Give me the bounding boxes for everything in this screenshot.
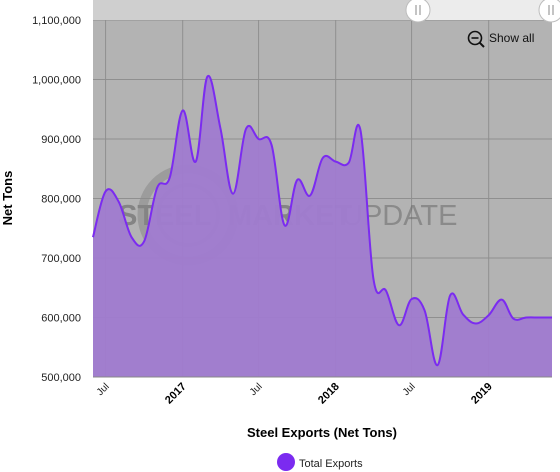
data-point[interactable] [218,126,222,130]
data-point[interactable] [130,235,134,239]
zoom-out-icon-handle [479,42,485,48]
data-point[interactable] [104,189,108,193]
y-tick-label: 500,000 [41,372,81,384]
data-point[interactable] [423,308,427,312]
data-point[interactable] [397,323,401,327]
data-point[interactable] [168,176,172,180]
data-point[interactable] [384,289,388,293]
data-point[interactable] [448,293,452,297]
y-tick-label: 600,000 [41,313,81,325]
show-all-button[interactable]: Show all [467,30,535,48]
data-point[interactable] [474,321,478,325]
y-tick-label: 1,000,000 [32,75,81,87]
y-tick-label: 900,000 [41,134,81,146]
x-tick-label: 2018 [316,381,342,407]
x-tick-label: 2019 [469,381,495,407]
data-point[interactable] [231,192,235,196]
x-tick-label: Jul [248,381,265,398]
data-point[interactable] [550,316,554,320]
data-point[interactable] [334,160,338,164]
x-tick-label: Jul [401,381,418,398]
data-point[interactable] [117,199,121,203]
legend[interactable]: Total Exports [277,453,363,471]
data-point[interactable] [244,127,248,131]
data-point[interactable] [308,194,312,198]
data-point[interactable] [205,75,209,79]
series-line-total-exports [92,75,552,367]
data-point[interactable] [91,235,95,239]
y-tick-label: 700,000 [41,253,81,265]
data-point[interactable] [257,137,261,141]
x-tick-label: 2017 [163,381,189,407]
data-point[interactable] [283,223,287,227]
navigator-handle-right[interactable] [538,0,560,23]
series-area-total-exports [93,75,552,377]
data-point[interactable] [155,186,159,190]
data-point[interactable] [537,316,541,320]
navigator-track[interactable] [418,0,552,20]
x-axis-ticks: Jul 2017 Jul 2018 Jul 2019 [95,381,495,407]
data-point[interactable] [181,108,185,112]
range-navigator[interactable] [93,0,560,23]
navigator-selected-range[interactable] [93,0,418,20]
show-all-label: Show all [489,31,534,45]
legend-label-total-exports: Total Exports [299,458,363,470]
data-point[interactable] [500,298,504,302]
data-point[interactable] [295,178,299,182]
zoom-out-icon [467,30,483,46]
navigator-handle-left[interactable] [405,0,431,23]
y-tick-label: 1,100,000 [32,15,81,27]
data-point[interactable] [194,160,198,164]
data-point[interactable] [270,143,274,147]
y-axis-title: Net Tons [0,171,15,226]
x-axis-title: Steel Exports (Net Tons) [247,425,397,440]
data-point[interactable] [410,297,414,301]
data-point[interactable] [461,313,465,317]
data-point[interactable] [371,277,375,281]
legend-marker-total-exports [277,453,295,471]
data-point[interactable] [358,128,362,132]
data-point[interactable] [511,317,515,321]
data-point[interactable] [321,156,325,160]
data-point[interactable] [487,313,491,317]
x-tick-label: Jul [95,381,112,398]
data-point[interactable] [347,161,351,165]
y-tick-label: 800,000 [41,194,81,206]
data-point[interactable] [142,239,146,243]
data-point[interactable] [436,363,440,367]
data-point[interactable] [524,316,528,320]
y-axis-ticks: 500,000 600,000 700,000 800,000 900,000 1,000… [32,15,81,384]
